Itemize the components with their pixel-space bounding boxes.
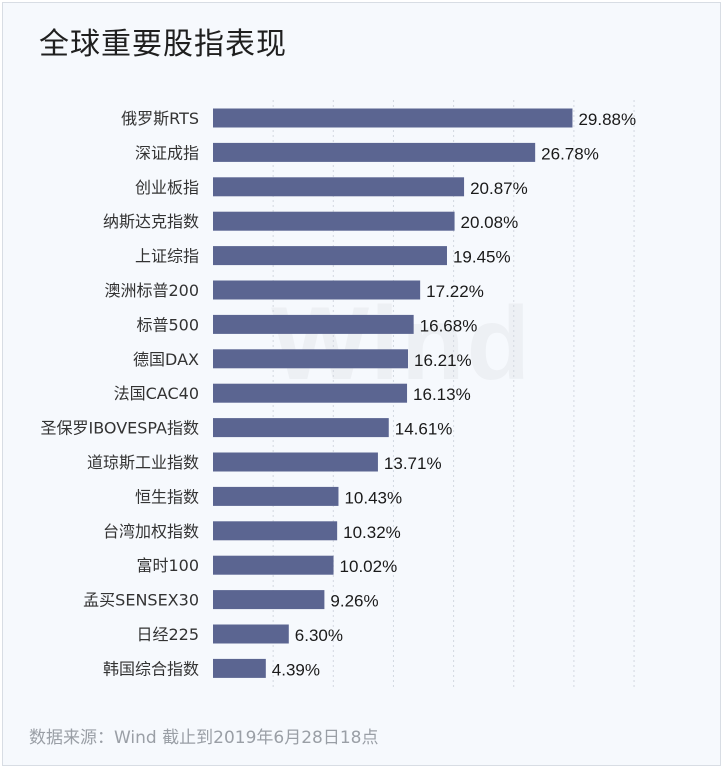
category-label: 德国DAX [133, 350, 199, 369]
category-label: 澳洲标普200 [104, 281, 199, 300]
category-label: 孟买SENSEX30 [83, 591, 199, 610]
category-label: 俄罗斯RTS [121, 109, 199, 128]
category-label: 圣保罗IBOVESPA指数 [40, 419, 199, 438]
category-label: 法国CAC40 [114, 384, 199, 403]
bar [213, 590, 325, 610]
value-labels: 29.88% 26.78% 20.87% 20.08% 19.45% 17.22% 16.6… [272, 110, 636, 679]
bar [213, 624, 289, 644]
value-label: 10.02% [340, 557, 398, 576]
bar [213, 349, 409, 369]
value-label: 10.32% [343, 523, 401, 542]
value-label: 9.26% [330, 592, 378, 611]
value-label: 20.08% [461, 213, 519, 232]
value-label: 16.21% [414, 351, 472, 370]
value-label: 10.43% [344, 488, 402, 507]
bar [213, 280, 421, 300]
category-label: 纳斯达克指数 [103, 212, 199, 231]
chart-title: 全球重要股指表现 [39, 27, 287, 62]
category-label: 道琼斯工业指数 [87, 453, 199, 472]
gridlines [272, 100, 635, 688]
category-label: 日经225 [136, 625, 199, 644]
bar [213, 108, 573, 128]
value-label: 16.13% [413, 385, 471, 404]
value-label: 29.88% [578, 110, 636, 129]
value-label: 13.71% [384, 454, 442, 473]
bar [213, 314, 414, 334]
bar [213, 246, 447, 266]
value-label: 14.61% [395, 420, 453, 439]
category-label: 深证成指 [135, 143, 199, 162]
bar [213, 418, 389, 438]
bar [213, 521, 338, 541]
bars [213, 108, 573, 678]
value-label: 17.22% [426, 282, 484, 301]
bar [213, 658, 266, 678]
bar [213, 452, 378, 472]
data-source-note: 数据来源：Wind 截止到2019年6月28日18点 [29, 728, 379, 748]
value-label: 20.87% [470, 179, 528, 198]
value-label: 6.30% [295, 626, 343, 645]
bar [213, 486, 339, 506]
category-label: 创业板指 [135, 178, 199, 197]
bar [213, 177, 465, 197]
value-label: 26.78% [541, 144, 599, 163]
category-label: 上证综指 [135, 247, 199, 266]
category-label: 台湾加权指数 [103, 522, 199, 541]
bar [213, 142, 536, 162]
category-label: 恒生指数 [135, 487, 199, 506]
category-label: 富时100 [136, 556, 199, 575]
value-label: 19.45% [453, 248, 511, 267]
value-label: 16.68% [420, 316, 478, 335]
bar [213, 383, 408, 403]
category-label: 韩国综合指数 [103, 659, 199, 678]
value-label: 4.39% [272, 660, 320, 679]
category-label: 标普500 [136, 315, 199, 334]
bar [213, 555, 334, 575]
bar [213, 211, 455, 231]
